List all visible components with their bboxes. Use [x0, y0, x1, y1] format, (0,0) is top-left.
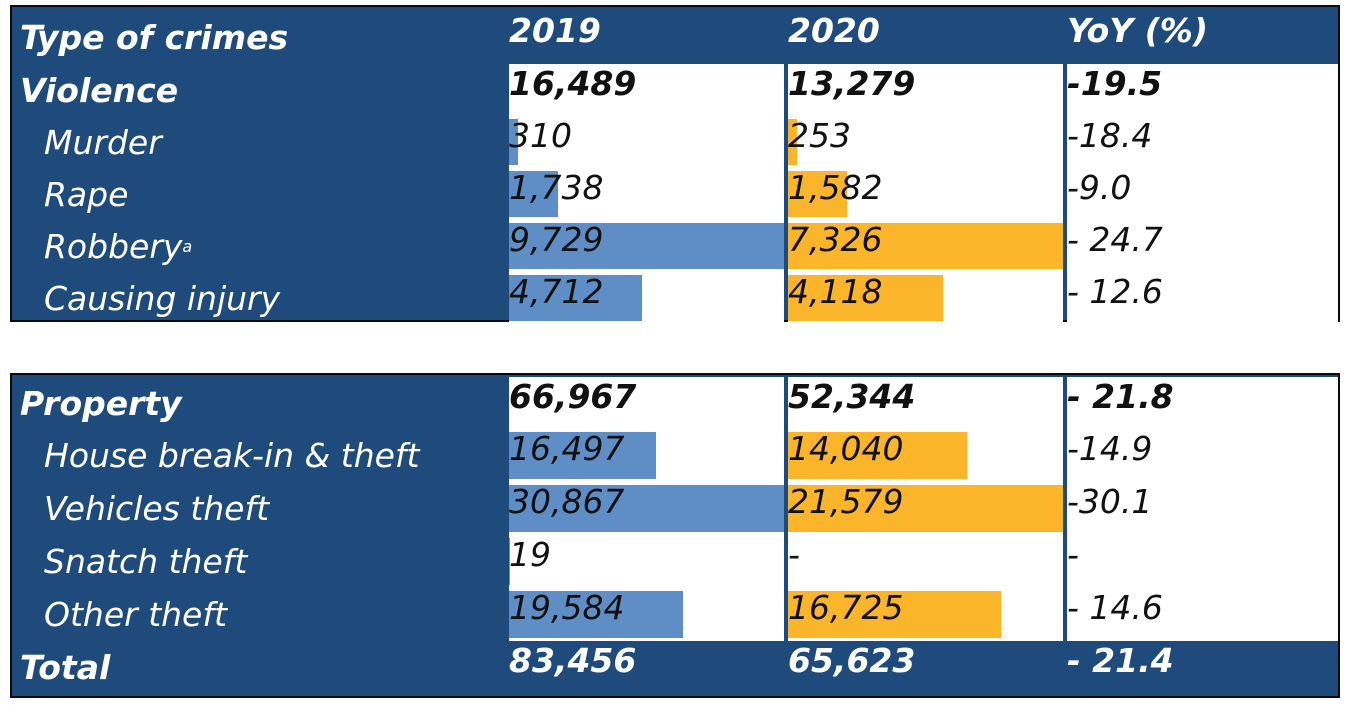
value-2020: 1,582 — [788, 168, 883, 207]
header-type: Type of crimes — [20, 17, 289, 57]
value-yoy: -18.4 — [1067, 116, 1153, 155]
footnote-marker: a — [182, 236, 193, 256]
data-bar-2019 — [509, 591, 684, 638]
value-yoy: - 14.6 — [1067, 588, 1163, 627]
value-yoy: - 12.6 — [1067, 272, 1163, 311]
data-bar-2020 — [788, 171, 848, 217]
value-2020: 16,725 — [788, 588, 904, 627]
data-bar-2020 — [788, 223, 1063, 269]
value-2019: 310 — [509, 116, 572, 155]
violence-group-row: Violence 16,489 13,279 -19.5 — [12, 64, 1338, 116]
value-yoy: - 21.4 — [1067, 641, 1174, 680]
row-label: Other theft — [44, 595, 227, 634]
table-row: Causing injury 4,712 4,118 - 12.6 — [12, 272, 1338, 324]
header-yoy: YoY (%) — [1067, 11, 1208, 50]
row-label: Total — [20, 648, 111, 687]
row-label: Snatch theft — [44, 542, 248, 581]
value-2019: 1,738 — [509, 168, 604, 207]
row-label: Violence — [20, 70, 179, 110]
violence-table: Type of crimes 2019 2020 YoY (%) Violenc… — [10, 5, 1340, 324]
row-label: Property — [20, 384, 182, 423]
property-table: Property 66,967 52,344 - 21.8 House break-in… — [10, 373, 1340, 698]
value-2020: 253 — [788, 116, 851, 155]
data-bar-2020 — [788, 432, 967, 479]
value-2020: 4,118 — [788, 272, 883, 311]
value-2019: 16,497 — [509, 429, 625, 468]
value-2019: 30,867 — [509, 482, 625, 521]
row-label: Causing injury — [44, 278, 281, 318]
row-label: House break-in & theft — [44, 436, 420, 475]
data-bar-2020 — [788, 485, 1063, 532]
value-yoy: - — [1067, 535, 1079, 574]
value-2019: 83,456 — [509, 641, 637, 680]
row-label: Vehicles theft — [44, 489, 270, 528]
value-2019: 16,489 — [509, 64, 637, 103]
table-row: Vehicles theft 30,867 21,579 -30.1 — [12, 482, 1338, 535]
total-row: Total 83,456 65,623 - 21.4 — [12, 641, 1338, 694]
data-bar-2019 — [509, 432, 656, 479]
table-row: Rape 1,738 1,582 -9.0 — [12, 168, 1338, 220]
value-2019: 9,729 — [509, 220, 604, 259]
value-2019: 19,584 — [509, 588, 625, 627]
table-row: Snatch theft 19 - - — [12, 535, 1338, 588]
value-2020: 21,579 — [788, 482, 904, 521]
data-bar-2020 — [788, 591, 1002, 638]
data-bar-2019 — [509, 485, 784, 532]
value-2019: 19 — [509, 535, 551, 574]
header-2020: 2020 — [788, 11, 880, 50]
header-2019: 2019 — [509, 11, 601, 50]
value-yoy: -14.9 — [1067, 429, 1153, 468]
value-2019: 66,967 — [509, 377, 637, 416]
row-label: Rape — [44, 174, 129, 214]
value-yoy: -30.1 — [1067, 482, 1153, 521]
property-group-row: Property 66,967 52,344 - 21.8 — [12, 377, 1338, 430]
value-2020: 13,279 — [788, 64, 916, 103]
value-yoy: -19.5 — [1067, 64, 1163, 103]
data-bar-2020 — [788, 275, 943, 321]
value-yoy: -9.0 — [1067, 168, 1132, 207]
data-bar-2020 — [788, 119, 798, 165]
header-row: Type of crimes 2019 2020 YoY (%) — [12, 11, 1338, 63]
table-row: House break-in & theft 16,497 14,040 -14.9 — [12, 429, 1338, 482]
value-2020: - — [788, 535, 800, 574]
table-row: Robbery a 9,729 7,326 - 24.7 — [12, 220, 1338, 272]
value-yoy: - 24.7 — [1067, 220, 1163, 259]
value-2020: 65,623 — [788, 641, 916, 680]
row-label: Robbery a — [44, 226, 193, 266]
value-2020: 7,326 — [788, 220, 883, 259]
data-bar-2019 — [509, 223, 784, 269]
value-2020: 14,040 — [788, 429, 904, 468]
data-bar-2019 — [509, 275, 643, 321]
data-bar-2019 — [509, 171, 559, 217]
table-row: Murder 310 253 -18.4 — [12, 116, 1338, 168]
value-yoy: - 21.8 — [1067, 377, 1174, 416]
table-row: Other theft 19,584 16,725 - 14.6 — [12, 588, 1338, 641]
row-label: Murder — [44, 122, 162, 162]
value-2020: 52,344 — [788, 377, 916, 416]
data-bar-2019 — [509, 119, 518, 165]
value-2019: 4,712 — [509, 272, 604, 311]
